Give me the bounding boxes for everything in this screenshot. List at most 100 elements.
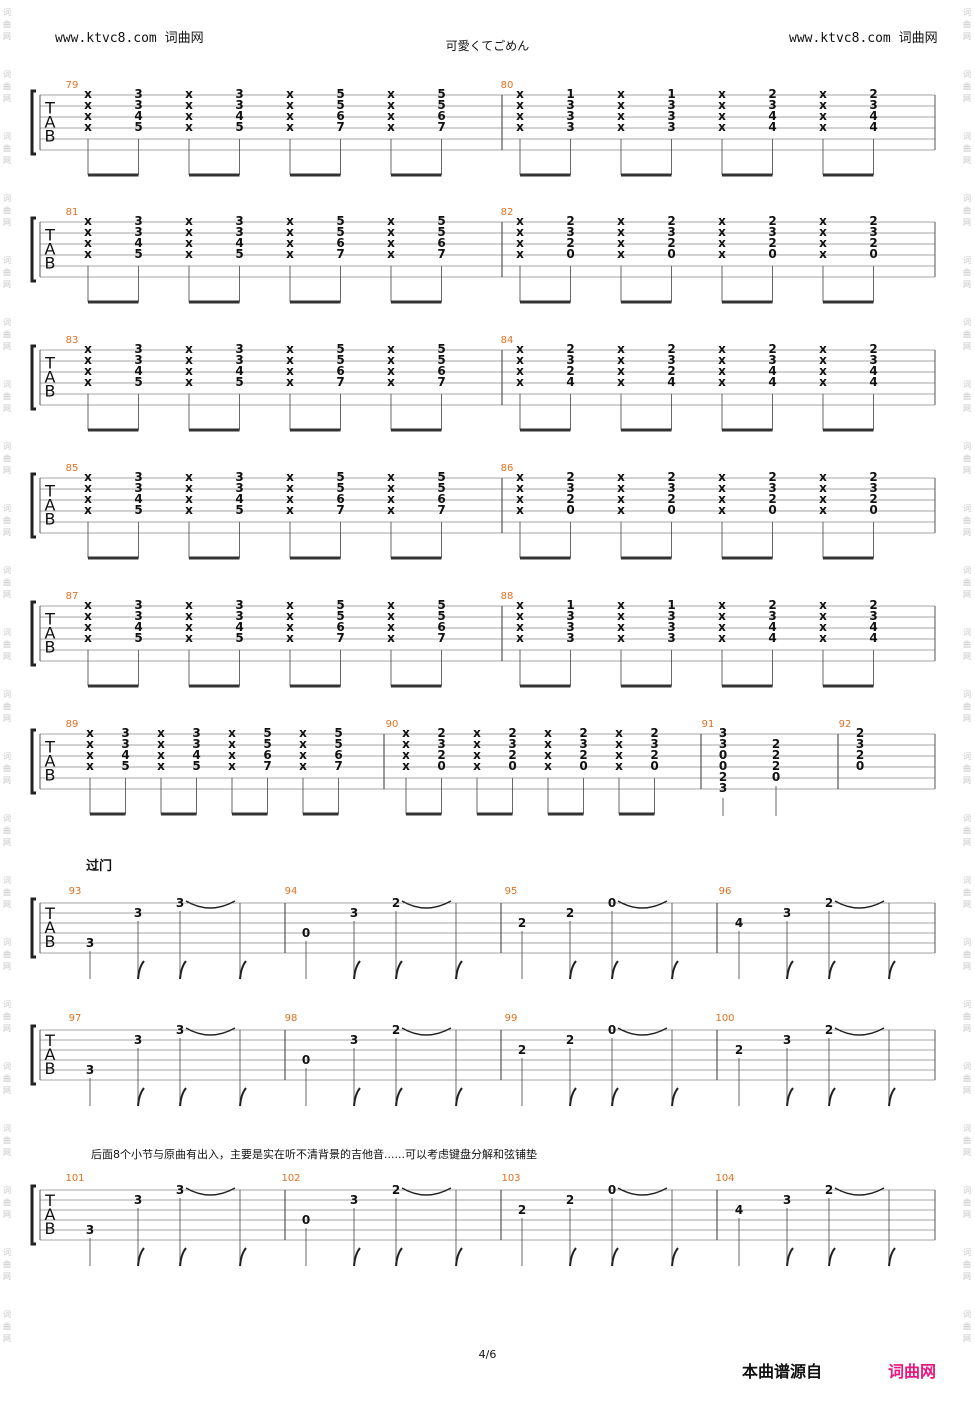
watermark-glyphs: 词曲网: [961, 132, 973, 168]
muted-string: x: [819, 120, 827, 134]
tab-clef-letter: A: [45, 752, 56, 771]
watermark-glyphs: 词曲网: [961, 876, 973, 912]
note-flag: [239, 1087, 247, 1107]
watermark-char: 词: [3, 194, 11, 203]
fret-number: 5: [235, 375, 243, 389]
staff-bracket: [30, 1024, 36, 1086]
fret-number: 3: [134, 214, 142, 228]
muted-string: x: [718, 631, 726, 645]
note-flag: [611, 960, 619, 980]
muted-string: x: [387, 481, 395, 495]
muted-string: x: [387, 247, 395, 261]
fret-number: 5: [437, 470, 445, 484]
fret-number: 3: [667, 620, 675, 634]
watermark-glyphs: 词曲网: [1, 938, 13, 974]
fret-number: 3: [783, 1193, 791, 1207]
fret-number: 0: [856, 759, 864, 773]
fret-number: 2: [768, 214, 776, 228]
note-flag: [455, 960, 463, 980]
watermark-char: 曲: [963, 82, 971, 91]
fret-number: 3: [566, 353, 574, 367]
fret-number: 2: [768, 470, 776, 484]
watermark-glyphs: 词曲网: [1, 132, 13, 168]
fret-number: 3: [437, 737, 445, 751]
fret-number: 4: [768, 631, 776, 645]
fret-number: 3: [134, 353, 142, 367]
muted-string: x: [286, 598, 294, 612]
watermark-glyphs: 词曲网: [961, 566, 973, 602]
muted-string: x: [185, 620, 193, 634]
watermark-char: 词: [963, 628, 971, 637]
tab-clef-letter: A: [45, 496, 56, 515]
muted-string: x: [718, 598, 726, 612]
tab-clef-letter: A: [45, 918, 56, 937]
fret-number: 4: [235, 620, 243, 634]
muted-string: x: [387, 214, 395, 228]
measure-number: 85: [66, 463, 79, 474]
fret-number: 5: [437, 353, 445, 367]
fret-number: 3: [566, 120, 574, 134]
fret-number: 0: [768, 503, 776, 517]
fret-number: 3: [579, 737, 587, 751]
muted-string: x: [819, 481, 827, 495]
watermark-char: 网: [3, 1210, 11, 1219]
note-flag: [137, 1247, 145, 1267]
measure-number: 88: [501, 591, 514, 602]
watermark-char: 词: [963, 566, 971, 575]
note-flag: [611, 1087, 619, 1107]
watermark-char: 网: [963, 1148, 971, 1157]
muted-string: x: [617, 342, 625, 356]
watermark-char: 网: [963, 466, 971, 475]
muted-string: x: [819, 364, 827, 378]
fret-number: 4: [869, 109, 877, 123]
watermark-glyphs: 词曲网: [1, 442, 13, 478]
muted-string: x: [185, 481, 193, 495]
watermark-char: 词: [963, 1310, 971, 1319]
muted-string: x: [185, 631, 193, 645]
watermark-char: 词: [3, 504, 11, 513]
fret-number: 2: [508, 748, 516, 762]
muted-string: x: [84, 120, 92, 134]
muted-string: x: [299, 726, 307, 740]
fret-number: 4: [768, 120, 776, 134]
fret-number: 3: [176, 896, 184, 910]
muted-string: x: [615, 726, 623, 740]
muted-string: x: [819, 609, 827, 623]
muted-string: x: [718, 214, 726, 228]
muted-string: x: [718, 247, 726, 261]
note-flag: [786, 1087, 794, 1107]
muted-string: x: [617, 481, 625, 495]
measure-number: 89: [66, 719, 79, 730]
fret-number: 4: [768, 375, 776, 389]
watermark-glyphs: 词曲网: [961, 690, 973, 726]
footer-site: 词曲网: [888, 1362, 937, 1381]
muted-string: x: [617, 120, 625, 134]
tab-clef-letter: B: [45, 766, 56, 785]
tab-clef-letter: A: [45, 1205, 56, 1224]
measure-number: 80: [501, 80, 514, 91]
watermark-char: 网: [3, 590, 11, 599]
muted-string: x: [819, 225, 827, 239]
fret-number: 5: [121, 759, 129, 773]
muted-string: x: [86, 726, 94, 740]
note-flag: [179, 1087, 187, 1107]
fret-number: 0: [719, 759, 727, 773]
muted-string: x: [286, 375, 294, 389]
fret-number: 4: [768, 364, 776, 378]
fret-number: 5: [437, 481, 445, 495]
watermark-char: 曲: [3, 392, 11, 401]
muted-string: x: [819, 236, 827, 250]
muted-string: x: [387, 120, 395, 134]
muted-string: x: [718, 609, 726, 623]
note-flag: [671, 1087, 679, 1107]
fret-number: 3: [86, 1063, 94, 1077]
muted-string: x: [84, 364, 92, 378]
muted-string: x: [286, 98, 294, 112]
fret-number: 5: [134, 631, 142, 645]
staff-bracket: [30, 472, 36, 539]
watermark-char: 网: [3, 652, 11, 661]
measure-number: 103: [501, 1173, 520, 1184]
fret-number: 0: [608, 896, 616, 910]
note-flag: [828, 1087, 836, 1107]
fret-number: 5: [235, 631, 243, 645]
